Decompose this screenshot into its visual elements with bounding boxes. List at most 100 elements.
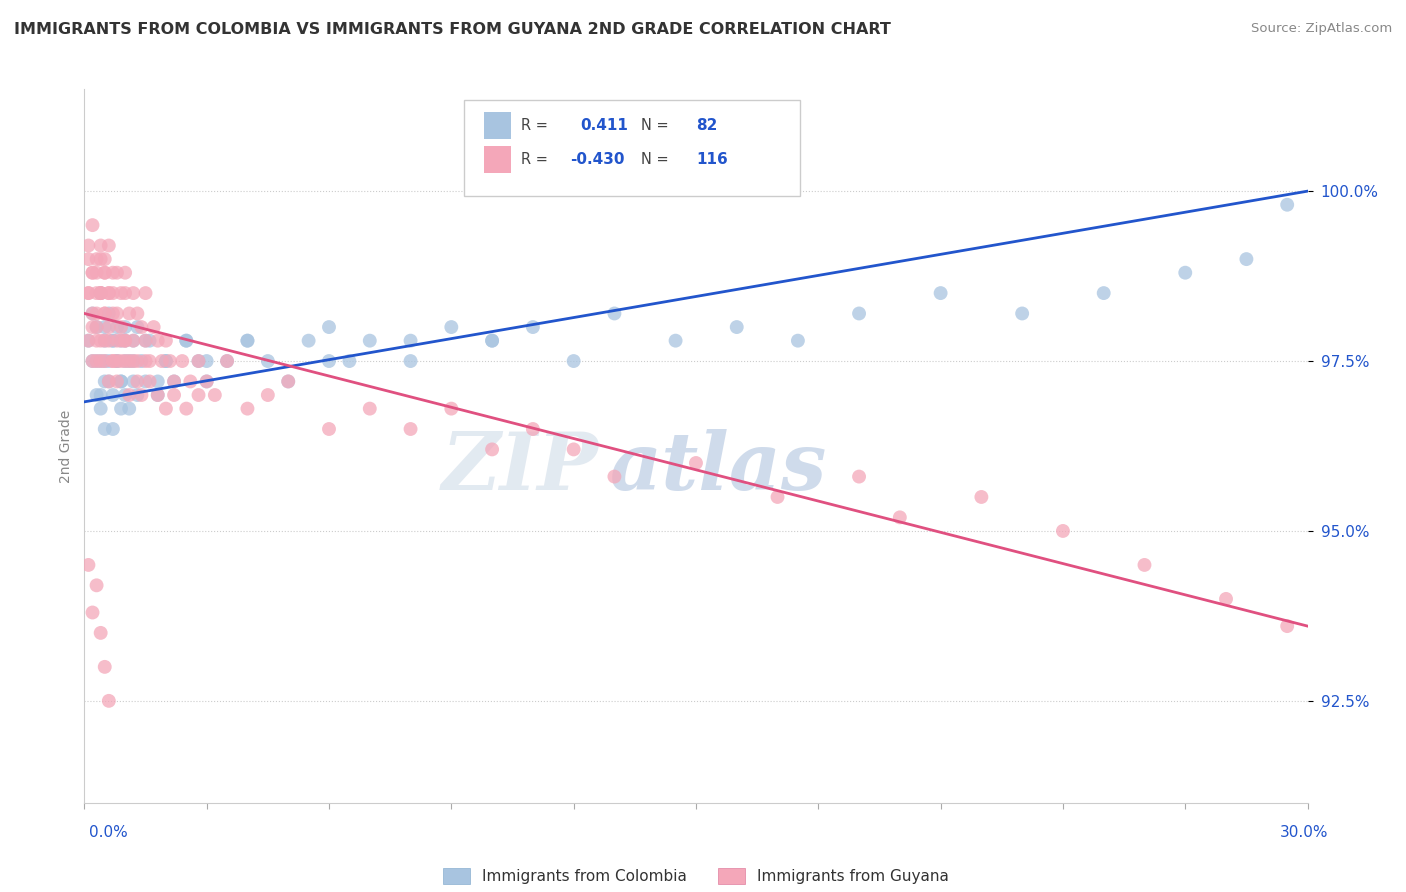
Point <box>127 375 149 389</box>
Point <box>187 388 209 402</box>
Point <box>105 334 128 348</box>
Point <box>90 286 112 301</box>
Point <box>110 334 132 348</box>
Point <box>105 354 128 368</box>
Point <box>101 334 124 348</box>
Point <box>86 320 108 334</box>
Point <box>90 286 112 301</box>
Point <box>114 354 136 368</box>
Point <box>135 334 157 348</box>
Point <box>155 334 177 348</box>
Point <box>155 354 177 368</box>
Point <box>97 334 120 348</box>
Point <box>187 354 209 368</box>
Point <box>93 354 115 368</box>
Point <box>318 354 340 368</box>
Point <box>86 320 108 334</box>
Point <box>93 320 115 334</box>
Point <box>131 354 153 368</box>
Point <box>118 306 141 320</box>
Point <box>97 375 120 389</box>
Point <box>1133 558 1156 572</box>
Legend: Immigrants from Colombia, Immigrants from Guyana: Immigrants from Colombia, Immigrants fro… <box>443 869 949 884</box>
Point <box>82 218 104 232</box>
Point <box>440 401 463 416</box>
Point <box>204 388 226 402</box>
Point <box>150 354 173 368</box>
Text: 0.411: 0.411 <box>579 118 627 133</box>
Point <box>399 334 422 348</box>
Point <box>90 252 112 266</box>
Point <box>97 354 120 368</box>
Point <box>77 334 100 348</box>
Point <box>101 286 124 301</box>
Point <box>105 354 128 368</box>
Point <box>318 422 340 436</box>
Point <box>110 334 132 348</box>
Point <box>159 354 181 368</box>
Point <box>146 334 169 348</box>
Point <box>82 320 104 334</box>
Point <box>93 375 115 389</box>
Point <box>163 375 186 389</box>
Point <box>155 354 177 368</box>
Point <box>82 306 104 320</box>
Point <box>359 334 381 348</box>
Point <box>105 306 128 320</box>
Point <box>481 334 503 348</box>
Point <box>97 286 120 301</box>
Point <box>766 490 789 504</box>
Point <box>77 238 100 252</box>
Point <box>90 388 112 402</box>
Text: 0.0%: 0.0% <box>89 825 128 840</box>
Point <box>93 252 115 266</box>
Point <box>101 354 124 368</box>
Point <box>82 354 104 368</box>
Point <box>93 266 115 280</box>
Point <box>82 266 104 280</box>
Point <box>399 354 422 368</box>
Point <box>603 306 626 320</box>
Point <box>127 354 149 368</box>
Point <box>1174 266 1197 280</box>
Point <box>97 375 120 389</box>
Point <box>399 422 422 436</box>
Point <box>114 286 136 301</box>
Point <box>127 388 149 402</box>
Point <box>90 626 112 640</box>
Point <box>101 266 124 280</box>
Point <box>127 306 149 320</box>
Point <box>848 306 870 320</box>
Point <box>90 401 112 416</box>
Point <box>195 375 218 389</box>
Text: IMMIGRANTS FROM COLOMBIA VS IMMIGRANTS FROM GUYANA 2ND GRADE CORRELATION CHART: IMMIGRANTS FROM COLOMBIA VS IMMIGRANTS F… <box>14 22 891 37</box>
Point <box>135 286 157 301</box>
Point <box>1052 524 1074 538</box>
Y-axis label: 2nd Grade: 2nd Grade <box>59 409 73 483</box>
Point <box>138 334 160 348</box>
Point <box>90 354 112 368</box>
Point <box>562 442 585 457</box>
Point <box>101 388 124 402</box>
Point <box>787 334 810 348</box>
Point <box>114 334 136 348</box>
Point <box>122 354 145 368</box>
Text: 116: 116 <box>696 153 728 168</box>
Point <box>155 401 177 416</box>
Point <box>77 286 100 301</box>
Point <box>122 334 145 348</box>
Point <box>93 660 115 674</box>
Point <box>90 354 112 368</box>
Point <box>90 238 112 252</box>
Point <box>105 320 128 334</box>
Point <box>110 401 132 416</box>
Point <box>522 422 544 436</box>
Point <box>77 558 100 572</box>
Point <box>86 578 108 592</box>
Point <box>481 334 503 348</box>
FancyBboxPatch shape <box>464 100 800 196</box>
Point <box>110 320 132 334</box>
Point <box>522 320 544 334</box>
Point <box>163 375 186 389</box>
Point <box>93 334 115 348</box>
